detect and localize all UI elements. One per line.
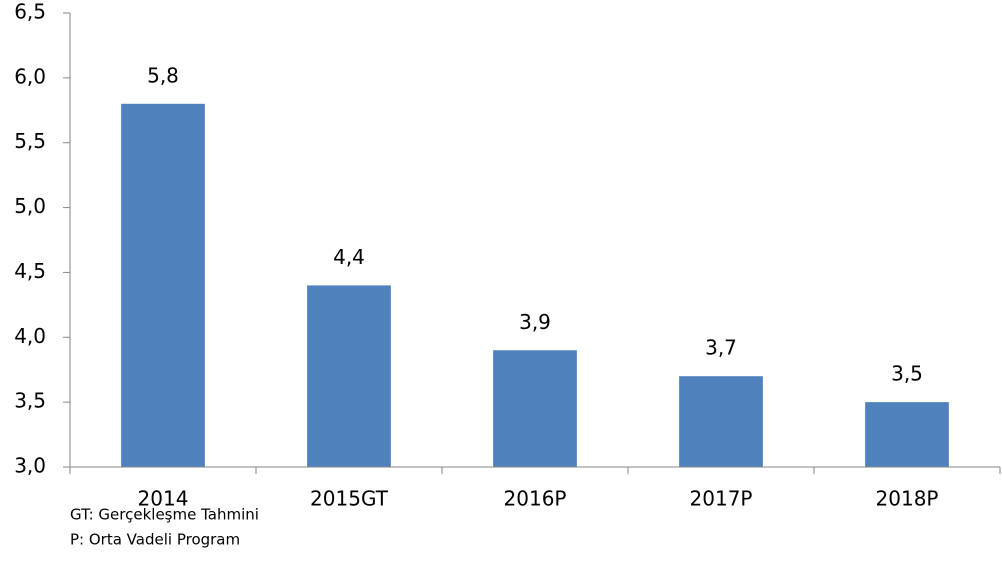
y-tick-label: 4,0 <box>14 324 46 348</box>
x-tick-label: 2016P <box>504 487 567 511</box>
bar <box>121 103 205 468</box>
y-tick-label: 5,5 <box>14 129 46 153</box>
data-label: 5,8 <box>147 63 179 87</box>
y-tick-label: 6,0 <box>14 64 46 88</box>
bar <box>493 350 577 467</box>
x-tick-label: 2015GT <box>310 487 389 511</box>
y-tick-label: 6,5 <box>14 0 46 24</box>
x-tick-label: 2014 <box>138 487 189 511</box>
data-label: 3,5 <box>891 362 923 386</box>
bar <box>307 285 391 467</box>
note: GT: Gerçekleşme Tahmini <box>70 506 259 524</box>
data-label: 3,9 <box>519 310 551 334</box>
y-tick-label: 5,0 <box>14 194 46 218</box>
data-label: 3,7 <box>705 336 737 360</box>
bar <box>679 376 763 467</box>
x-tick-label: 2018P <box>876 487 939 511</box>
y-tick-label: 3,5 <box>14 389 46 413</box>
x-tick-label: 2017P <box>690 487 753 511</box>
note: P: Orta Vadeli Program <box>70 531 240 549</box>
y-tick-label: 4,5 <box>14 259 46 283</box>
data-label: 4,4 <box>333 245 365 269</box>
bar <box>865 402 949 467</box>
y-tick-label: 3,0 <box>14 454 46 478</box>
